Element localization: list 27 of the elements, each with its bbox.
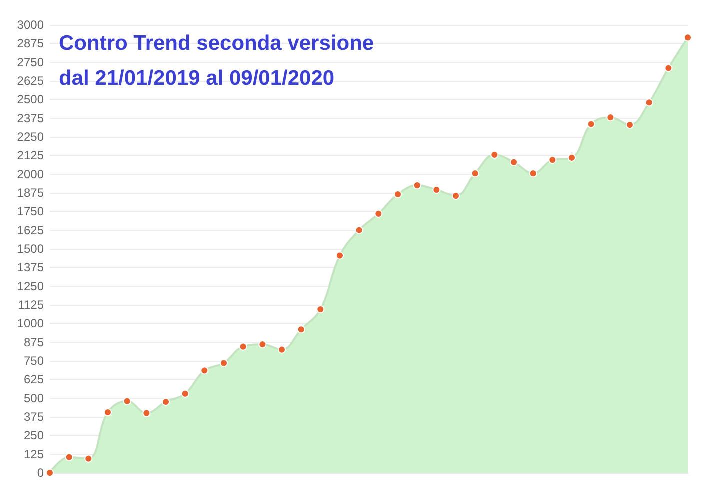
y-tick-label: 1125	[18, 298, 44, 312]
y-tick-label: 2500	[17, 92, 44, 107]
y-tick-label: 875	[24, 335, 44, 350]
y-tick-label: 1375	[17, 260, 44, 275]
y-tick-label: 2625	[17, 74, 44, 88]
y-tick-label: 2125	[17, 148, 44, 163]
y-tick-label: 1250	[17, 279, 44, 294]
y-tick-label: 1750	[17, 204, 44, 219]
y-tick-label: 0	[37, 466, 44, 480]
y-tick-label: 750	[24, 354, 44, 368]
y-tick-label: 1625	[17, 223, 44, 238]
y-tick-label: 1875	[17, 186, 44, 200]
y-tick-label: 3000	[17, 18, 44, 32]
y-tick-label: 2375	[17, 111, 44, 126]
y-tick-label: 375	[24, 410, 44, 424]
y-tick-label: 2750	[17, 55, 44, 70]
y-tick-label: 625	[24, 372, 44, 387]
y-tick-label: 500	[24, 391, 44, 406]
y-tick-label: 2250	[17, 130, 44, 144]
text: dal 21/01/2019 al 09/01/2020	[59, 67, 335, 90]
chart-title: Contro Trend seconda versione	[59, 32, 374, 55]
y-tick-label: 1000	[17, 316, 44, 331]
y-tick-label: 1500	[17, 242, 44, 256]
y-tick-label: 2875	[17, 36, 44, 51]
y-tick-label: 250	[24, 428, 44, 443]
y-tick-label: 2000	[17, 167, 44, 182]
y-tick-label: 125	[24, 447, 44, 462]
